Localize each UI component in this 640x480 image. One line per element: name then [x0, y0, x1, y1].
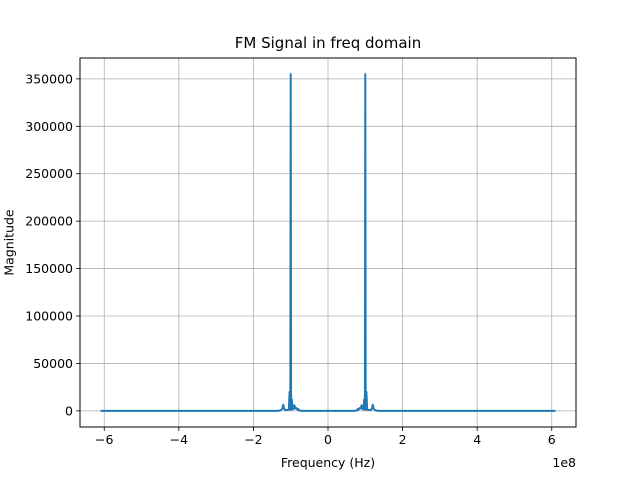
- x-tick-label: 4: [473, 432, 481, 447]
- y-tick-label: 50000: [33, 356, 73, 371]
- y-tick-label: 250000: [25, 166, 73, 181]
- y-tick-label: 300000: [25, 119, 73, 134]
- y-axis-ticks: 0 50000 100000 150000 200000 250000 300000 3500…: [25, 71, 80, 418]
- x-tick-label: −4: [170, 432, 188, 447]
- y-tick-label: 350000: [25, 71, 73, 86]
- y-axis-label: Magnitude: [2, 209, 17, 276]
- x-axis-ticks: −6 −4 −2 0 2 4 6: [95, 427, 556, 447]
- x-tick-label: 6: [548, 432, 556, 447]
- x-axis-label: Frequency (Hz): [281, 455, 375, 470]
- x-axis-offset-label: 1e8: [552, 455, 576, 470]
- y-tick-label: 0: [65, 403, 73, 418]
- y-tick-label: 100000: [25, 309, 73, 324]
- series-layer: [100, 73, 556, 412]
- x-tick-label: 2: [399, 432, 407, 447]
- series-line-0: [100, 73, 556, 412]
- x-tick-label: −6: [95, 432, 113, 447]
- y-tick-label: 150000: [25, 261, 73, 276]
- x-tick-label: 0: [324, 432, 332, 447]
- chart-title: FM Signal in freq domain: [235, 34, 421, 52]
- x-tick-label: −2: [244, 432, 262, 447]
- y-tick-label: 200000: [25, 214, 73, 229]
